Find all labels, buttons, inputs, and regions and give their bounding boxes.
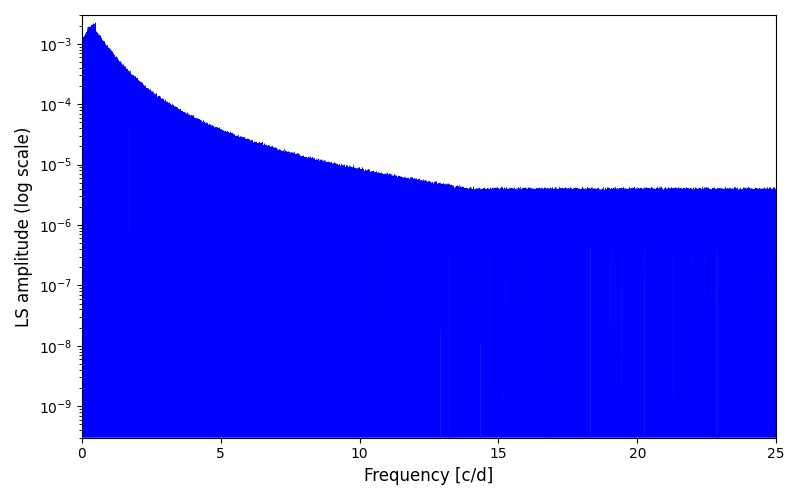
X-axis label: Frequency [c/d]: Frequency [c/d] <box>364 467 494 485</box>
Y-axis label: LS amplitude (log scale): LS amplitude (log scale) <box>15 126 33 326</box>
